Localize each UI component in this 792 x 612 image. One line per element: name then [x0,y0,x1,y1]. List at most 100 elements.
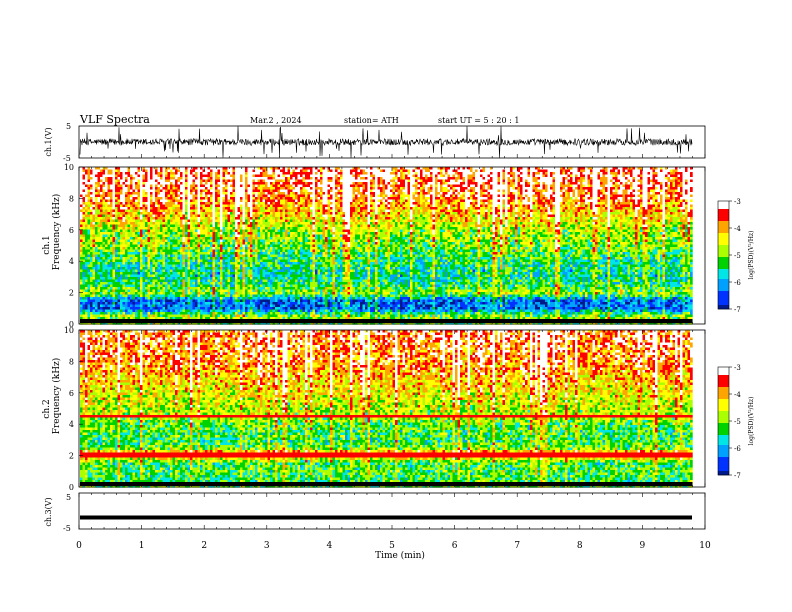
ch1-ytick-bottom: -5 [63,154,71,163]
colorbar-cell [718,471,729,474]
colorbar-tick-label: -7 [734,306,741,314]
colorbar-cell [718,373,729,376]
colorbar-cell [718,399,729,402]
time-tick-label: 4 [327,541,333,551]
colorbar-cell [718,417,729,420]
time-tick-label: 9 [640,541,646,551]
colorbar-tick-label: -6 [734,445,741,453]
colorbar-cell [718,255,729,258]
spectrogram-y-tick-label: 0 [69,483,74,492]
colorbar-cell [718,291,729,294]
colorbar-cell [718,273,729,276]
ch1-ticks [78,154,706,158]
spectrogram-y-tick-label: 2 [69,289,74,298]
colorbar-cell [718,473,729,476]
colorbar-cell [718,457,729,460]
colorbar-cell [718,269,729,272]
ch3-ytick-bottom: -5 [63,524,71,533]
colorbar-cell [718,215,729,218]
colorbar-cell [718,381,729,384]
colorbar-cell [718,265,729,268]
colorbar-cell [718,427,729,430]
date-label: Mar.2 , 2024 [250,116,302,125]
start-time-label: start UT = 5 : 20 : 1 [438,116,519,125]
colorbar-cell [718,303,729,306]
spectrogram-y-tick-label: 6 [69,389,74,398]
colorbar-cell [718,209,729,212]
time-tick-label: 0 [76,541,82,551]
ch2-spectrogram-panel: 0 2 4 6 8 10 ch.2 Frequency (kHz) [42,326,706,492]
colorbar-cell [718,387,729,390]
colorbar-cell [718,257,729,260]
ch1-ytick-top: 5 [66,122,71,131]
colorbar-cell [718,281,729,284]
colorbar-cell [718,307,729,310]
colorbar-cell [718,229,729,232]
ch3-ylabel: ch.3(V) [44,497,53,526]
colorbar-cell [718,299,729,302]
colorbar-cell [718,239,729,242]
colorbar-cell [718,225,729,228]
spectrogram-y-tick-label: 0 [69,320,74,329]
colorbar-cell [718,219,729,222]
colorbar-cell [718,211,729,214]
colorbar-tick-label: -3 [734,198,741,206]
ch1-ylabel: ch.1(V) [44,127,53,156]
colorbar-cell [718,391,729,394]
colorbar-cell [718,419,729,422]
colorbar-cell [718,235,729,238]
time-tick-label: 10 [699,541,711,551]
colorbar-cell [718,429,729,432]
colorbar-tick-label: -7 [734,472,741,480]
colorbar-cell [718,237,729,240]
colorbar-cell [718,431,729,434]
ch2-ylabel-line2: Frequency (kHz) [51,358,62,435]
colorbar-cell [718,223,729,226]
colorbar-cell [718,395,729,398]
time-tick-label: 1 [139,541,145,551]
colorbar-cell [718,445,729,448]
colorbar-cell [718,467,729,470]
colorbar-cell [718,441,729,444]
colorbar-cell [718,455,729,458]
time-tick-label: 7 [514,541,520,551]
spectrogram-y-tick-label: 4 [69,420,74,429]
ch1-waveform-panel: 5 -5 ch.1(V) [44,122,706,163]
ch1-spectrogram-frame [78,166,706,325]
colorbar-cell [718,401,729,404]
colorbar-cell [718,279,729,282]
colorbar-cell [718,369,729,372]
ch2-colorbar: -3 -4 -5 -6 -7 log(PSD)(V²/Hz) [717,364,755,480]
colorbar-cell [718,397,729,400]
colorbar-cell [718,367,729,370]
ch1-waveform-frame [78,125,706,159]
spectrogram-y-tick-label: 8 [69,357,74,366]
colorbar-cell [718,443,729,446]
colorbar-cell [718,217,729,220]
colorbar-cell [718,221,729,224]
colorbar-cell [718,267,729,270]
colorbar-tick-label: -5 [734,418,741,426]
colorbar-cell [718,421,729,424]
colorbar-cell [718,385,729,388]
colorbar-cell [718,243,729,246]
colorbar-cell [718,261,729,264]
colorbar-cell [718,447,729,450]
colorbar-cell [718,227,729,230]
colorbar-cell [718,289,729,292]
colorbar-cell [718,247,729,250]
colorbar-cell [718,439,729,442]
colorbar-cell [718,245,729,248]
colorbar-cell [718,459,729,462]
time-tick-label: 3 [264,541,270,551]
colorbar-cell [718,413,729,416]
colorbar-cell [718,207,729,210]
time-axis: 0 1 2 3 4 5 6 7 8 9 10 [76,541,711,551]
colorbar-cell [718,231,729,234]
colorbar-cell [718,469,729,472]
spectrogram-y-tick-label: 8 [69,194,74,203]
colorbar-cell [718,233,729,236]
colorbar-cell [718,433,729,436]
ch1-ylabel-line1: ch.1 [42,235,52,254]
